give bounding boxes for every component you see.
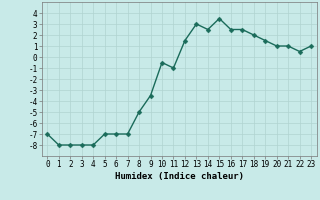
X-axis label: Humidex (Indice chaleur): Humidex (Indice chaleur) [115,172,244,181]
